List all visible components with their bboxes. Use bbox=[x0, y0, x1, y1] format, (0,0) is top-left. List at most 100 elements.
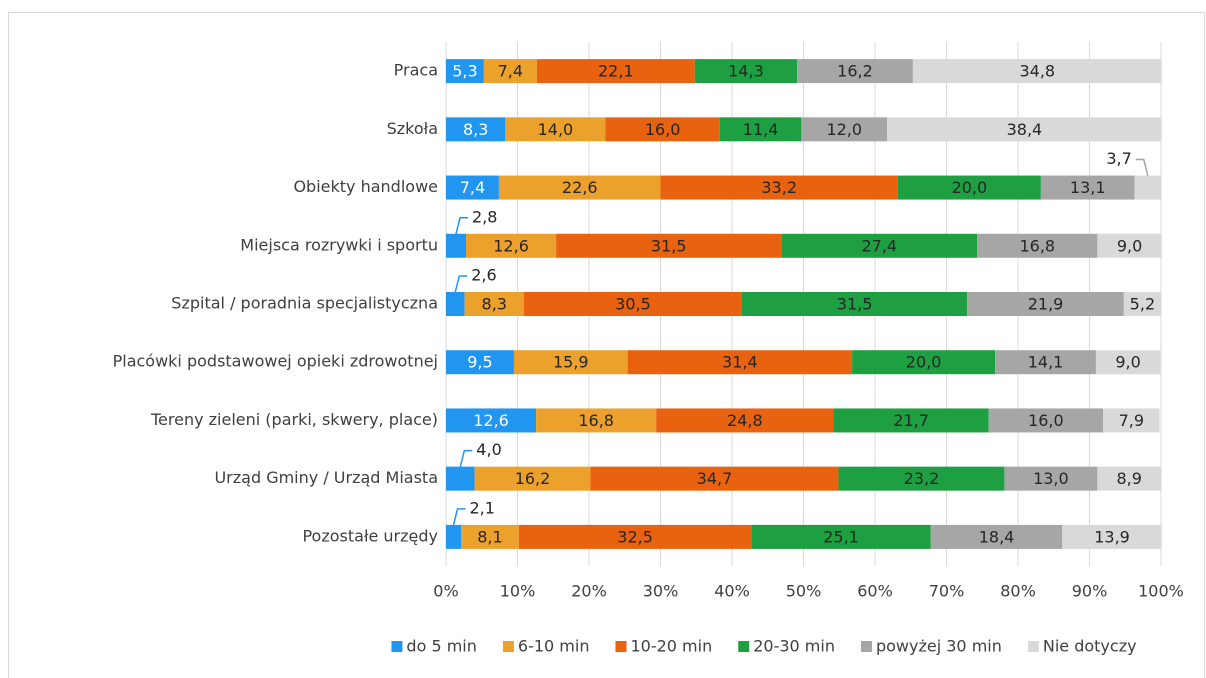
y-tick-label: Pozostałe urzędy bbox=[302, 526, 438, 545]
legend-label: Nie dotyczy bbox=[1043, 637, 1137, 656]
bar-segment bbox=[797, 59, 913, 84]
bar-segment bbox=[556, 233, 782, 258]
data-label: 9,0 bbox=[1117, 236, 1142, 255]
bar-segment bbox=[505, 117, 606, 142]
bar-segment bbox=[838, 466, 1005, 491]
data-label: 3,7 bbox=[1106, 149, 1131, 168]
y-tick-label: Praca bbox=[394, 61, 438, 80]
bar-segment bbox=[1123, 292, 1161, 316]
bar-segment bbox=[660, 175, 898, 200]
x-tick-label: 30% bbox=[643, 582, 679, 601]
bar-segment bbox=[536, 408, 657, 433]
data-label: 2,6 bbox=[471, 266, 496, 285]
data-label: 16,8 bbox=[1019, 236, 1055, 255]
data-label: 21,9 bbox=[1028, 295, 1064, 314]
x-tick-label: 80% bbox=[1000, 582, 1036, 601]
leader-line bbox=[454, 275, 468, 293]
legend-swatch bbox=[738, 641, 750, 652]
data-label: 38,4 bbox=[1007, 120, 1043, 139]
legend-swatch bbox=[502, 641, 514, 652]
y-tick-label: Urząd Gminy / Urząd Miasta bbox=[214, 468, 438, 487]
data-label: 13,9 bbox=[1094, 527, 1130, 546]
data-label: 2,8 bbox=[472, 207, 497, 226]
data-label: 31,5 bbox=[651, 236, 687, 255]
legend-label: 20-30 min bbox=[753, 637, 835, 656]
bar-segment bbox=[897, 175, 1041, 200]
bar-segment bbox=[988, 408, 1104, 433]
bar-segment bbox=[995, 350, 1096, 375]
leader-line bbox=[459, 449, 473, 467]
bar-segment bbox=[446, 117, 506, 142]
bar-segment bbox=[1040, 175, 1135, 200]
x-tick-label: 10% bbox=[500, 582, 536, 601]
data-label: 11,4 bbox=[743, 120, 779, 139]
data-label: 16,0 bbox=[645, 120, 681, 139]
bar-segment bbox=[1004, 466, 1098, 491]
bar-segment bbox=[446, 466, 475, 491]
data-label: 8,9 bbox=[1116, 469, 1141, 488]
y-tick-label: Obiekty handlowe bbox=[293, 177, 438, 196]
data-label: 12,6 bbox=[473, 411, 509, 430]
x-tick-label: 40% bbox=[714, 582, 750, 601]
bar-segment bbox=[474, 466, 591, 491]
legend-swatch bbox=[391, 641, 403, 652]
data-label: 16,2 bbox=[837, 62, 873, 81]
legend-label: powyżej 30 min bbox=[876, 637, 1002, 656]
bar-segment bbox=[694, 59, 798, 84]
bar-segment bbox=[523, 292, 743, 316]
bar-segment bbox=[461, 524, 519, 549]
y-tick-label: Placówki podstawowej opieki zdrowotnej bbox=[113, 352, 438, 371]
data-label: 16,2 bbox=[515, 469, 551, 488]
data-label: 9,5 bbox=[467, 353, 492, 372]
data-label: 18,4 bbox=[979, 527, 1015, 546]
bar-segment bbox=[801, 117, 888, 142]
bar-segment bbox=[1097, 466, 1161, 491]
data-label: 2,1 bbox=[470, 498, 495, 517]
bar-segment bbox=[446, 233, 467, 258]
bar-segment bbox=[536, 59, 695, 84]
bar-segment bbox=[887, 117, 1162, 142]
bar-segment bbox=[967, 292, 1124, 316]
data-label: 16,0 bbox=[1028, 411, 1064, 430]
data-label: 12,0 bbox=[826, 120, 862, 139]
y-tick-label: Tereny zieleni (parki, skwery, place) bbox=[150, 410, 438, 429]
data-label: 33,2 bbox=[761, 178, 797, 197]
data-label: 8,1 bbox=[477, 527, 502, 546]
bar-segment bbox=[446, 175, 499, 200]
data-label: 24,8 bbox=[727, 411, 763, 430]
x-tick-label: 100% bbox=[1138, 582, 1184, 601]
leader-line bbox=[1135, 158, 1149, 176]
data-label: 7,9 bbox=[1119, 411, 1144, 430]
bar-segment bbox=[1103, 408, 1160, 433]
data-label: 4,0 bbox=[476, 440, 501, 459]
data-label: 8,3 bbox=[482, 295, 507, 314]
chart-border bbox=[8, 12, 1205, 678]
data-label: 21,7 bbox=[893, 411, 929, 430]
x-tick-label: 0% bbox=[433, 582, 458, 601]
bar-segment bbox=[1062, 524, 1162, 549]
x-tick-label: 50% bbox=[786, 582, 822, 601]
bar-segment bbox=[446, 408, 537, 433]
data-label: 13,1 bbox=[1070, 178, 1106, 197]
bar-segment bbox=[1097, 233, 1162, 258]
bar-segment bbox=[446, 292, 465, 316]
x-tick-label: 70% bbox=[929, 582, 965, 601]
data-label: 31,4 bbox=[722, 353, 758, 372]
data-label: 15,9 bbox=[553, 353, 589, 372]
y-tick-label: Szkoła bbox=[387, 119, 438, 138]
data-label: 30,5 bbox=[615, 295, 651, 314]
bar-segment bbox=[446, 59, 484, 84]
bar-segment bbox=[719, 117, 802, 142]
bar-segment bbox=[446, 350, 514, 375]
data-label: 7,4 bbox=[498, 62, 523, 81]
legend-swatch bbox=[1027, 641, 1039, 652]
bar-segment bbox=[1095, 350, 1161, 375]
data-label: 23,2 bbox=[904, 469, 940, 488]
data-label: 14,3 bbox=[728, 62, 764, 81]
legend-swatch bbox=[860, 641, 872, 652]
bar-segment bbox=[656, 408, 834, 433]
bar-segment bbox=[464, 292, 524, 316]
bar-segment bbox=[742, 292, 968, 316]
x-tick-label: 90% bbox=[1072, 582, 1108, 601]
bar-segment bbox=[518, 524, 752, 549]
